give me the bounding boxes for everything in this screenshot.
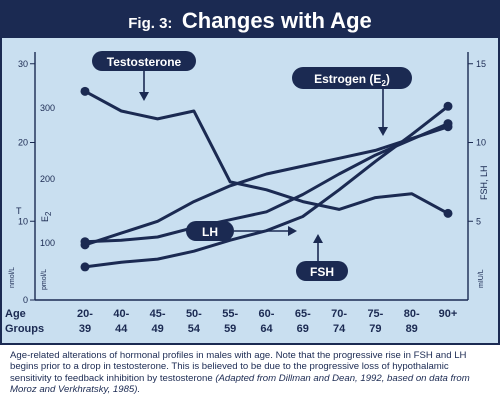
E2-tick-label-2: 300 <box>40 103 55 113</box>
category-top-6: 65- <box>295 308 311 320</box>
E2-axis-label: E2 <box>40 211 53 222</box>
figure-caption: Age-related alterations of hormonal prof… <box>10 350 490 408</box>
right-tick-label-0: 5 <box>476 216 481 226</box>
category-bottom-6: 69 <box>297 323 309 335</box>
category-top-1: 40- <box>113 308 129 320</box>
callout-estrogen-main: Estrogen (E <box>314 72 381 86</box>
right-tick: 5 <box>468 216 481 226</box>
T-tick-label-2: 20 <box>18 138 28 148</box>
callout-testosterone-text: Testosterone <box>107 55 182 69</box>
right-axis: 5 10 15 FSH, LH mIU/L <box>468 59 489 288</box>
callout-estrogen: Estrogen (E2) <box>292 67 412 136</box>
T-axis-label: T <box>16 206 22 216</box>
callout-estrogen-sub: 2 <box>381 79 386 88</box>
point-lh-10 <box>443 119 453 129</box>
callout-lh: LH <box>186 221 297 241</box>
category-top-8: 75- <box>367 308 383 320</box>
category-top-0: 20- <box>77 308 93 320</box>
category-bottom-7: 74 <box>333 323 346 335</box>
T-tick-label-0: 0 <box>23 295 28 305</box>
T-axis-units: nmol/L <box>9 267 16 288</box>
series-line-testosterone <box>83 89 450 215</box>
data-points <box>80 86 453 272</box>
title-bar <box>2 2 498 38</box>
plot-panel <box>2 38 498 300</box>
category-bottom-1: 44 <box>115 323 128 335</box>
category-bottom-0: 39 <box>79 323 91 335</box>
callout-estrogen-box <box>292 67 412 89</box>
title-main: Changes with Age <box>182 8 372 33</box>
callout-fsh: FSH <box>296 234 348 281</box>
point-testosterone-10 <box>443 208 453 218</box>
category-bottom-4: 59 <box>224 323 236 335</box>
point-testosterone-0 <box>80 86 90 96</box>
category-top-5: 60- <box>259 308 275 320</box>
category-bottom-2: 49 <box>151 323 163 335</box>
chart-figure: Fig. 3: Changes with Age 0 10 20 <box>0 0 500 345</box>
caption-text: Age-related alterations of hormonal prof… <box>10 350 467 384</box>
left-axis-E2: 100 200 300 E2 pmol/L <box>40 103 55 290</box>
row-label-age: Age <box>5 308 26 320</box>
point-fsh-10 <box>443 101 453 111</box>
T-tick: 20 <box>18 138 35 148</box>
category-bottom-9: 89 <box>406 323 418 335</box>
left-axis-T: 0 10 20 30 T nmol/L <box>9 59 35 305</box>
category-top-3: 50- <box>186 308 202 320</box>
category-labels-bottom: 39 44 49 54 59 64 69 74 79 89 <box>79 323 418 335</box>
category-bottom-3: 54 <box>188 323 201 335</box>
right-tick-label-2: 15 <box>476 59 486 69</box>
callout-lh-arrowhead <box>288 226 297 236</box>
category-top-2: 45- <box>150 308 166 320</box>
category-top-7: 70- <box>331 308 347 320</box>
T-tick: 30 <box>18 59 35 69</box>
point-fsh-0 <box>80 262 90 272</box>
E2-tick-label-1: 200 <box>40 174 55 184</box>
caption-citation: (Adapted from Dillman and Dean, 1992, ba… <box>10 372 470 396</box>
callout-estrogen-arrowhead <box>378 127 388 136</box>
series-line-estrogen <box>83 125 450 247</box>
category-labels-top: 20- 40- 45- 50- 55- 60- 65- 70- 75- 80- 90+ <box>77 308 457 320</box>
title-prefix: Fig. 3: <box>128 15 172 32</box>
callout-lh-text: LH <box>202 225 218 239</box>
category-bottom-8: 79 <box>369 323 381 335</box>
row-label-groups: Groups <box>5 323 44 335</box>
callout-testosterone: Testosterone <box>92 51 196 101</box>
figure-title: Fig. 3: Changes with Age <box>128 8 372 33</box>
right-axis-units: mIU/L <box>478 269 485 288</box>
T-tick-label-3: 30 <box>18 59 28 69</box>
T-tick-label-1: 10 <box>18 216 28 226</box>
T-tick: 0 <box>23 295 35 305</box>
category-top-10: 90+ <box>439 308 458 320</box>
callout-fsh-box <box>296 261 348 281</box>
T-tick: 10 <box>18 216 35 226</box>
callout-testosterone-arrowhead <box>139 92 149 101</box>
callout-testosterone-box <box>92 51 196 71</box>
category-top-4: 55- <box>222 308 238 320</box>
callout-lh-box <box>186 221 234 241</box>
right-tick: 10 <box>468 138 486 148</box>
right-tick-label-1: 10 <box>476 138 486 148</box>
callout-fsh-text: FSH <box>310 265 334 279</box>
point-lh-0 <box>80 237 90 247</box>
E2-axis-label-main: E <box>40 216 50 222</box>
E2-axis-units: pmol/L <box>41 269 48 290</box>
E2-tick-label-0: 100 <box>40 238 55 248</box>
callout-fsh-arrowhead <box>313 234 323 243</box>
series-line-lh <box>83 122 450 244</box>
right-tick: 15 <box>468 59 486 69</box>
callout-estrogen-close: ) <box>386 72 390 86</box>
category-bottom-5: 64 <box>260 323 273 335</box>
right-axis-label: FSH, LH <box>479 165 489 200</box>
callout-estrogen-text: Estrogen (E2) <box>314 72 390 88</box>
category-top-9: 80- <box>404 308 420 320</box>
E2-axis-label-sub: 2 <box>44 211 53 216</box>
category-band <box>2 300 498 343</box>
